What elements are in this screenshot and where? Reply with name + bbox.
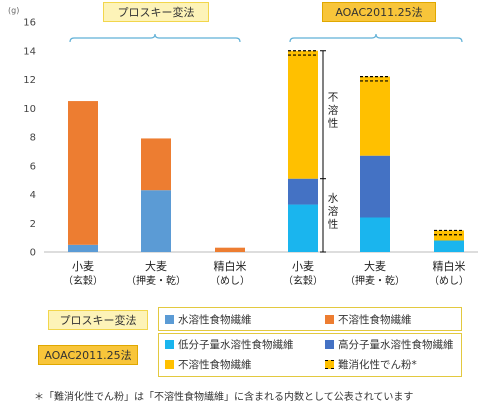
legend-label-low-mw: 低分子量水溶性食物繊維 [178,339,294,351]
y-axis-unit: (g) [8,6,20,15]
x-tick-label: 大麦 [145,259,167,273]
bar-segment [288,204,318,252]
x-tick-label: 大麦 [364,259,386,273]
legend-prosky-label: プロスキー変法 [48,310,148,330]
legend-item-insoluble: 不溶性食物繊維 [325,312,412,327]
bracket-label-soluble-char: 溶 [328,204,339,217]
bar-segment [68,101,98,245]
bracket-label-insoluble-char: 溶 [328,104,339,117]
legend-swatch-high-mw [325,340,334,349]
x-tick-sublabel: （玄穀） [283,274,323,287]
legend-swatch-resistant [325,360,334,369]
x-tick-sublabel: （玄穀） [63,274,103,287]
bar-segment [434,230,464,241]
aoac-method-label: AOAC2011.25法 [322,2,436,22]
bracket-label-soluble-char: 性 [328,217,339,230]
bar-segment [288,178,318,205]
group-bracket [289,33,463,43]
y-tick-label: 16 [23,18,36,29]
legend-label-resistant: 難消化性でん粉* [338,359,417,371]
bar-segment [215,247,245,252]
legend-swatch-insoluble-aoac [165,360,174,369]
legend-item-high-mw: 高分子量水溶性食物繊維 [325,337,454,352]
y-tick-label: 12 [23,75,36,86]
x-tick-label: 小麦 [292,260,314,273]
legend-label-insoluble-aoac: 不溶性食物繊維 [178,359,252,371]
legend-label-soluble: 水溶性食物繊維 [178,314,252,326]
legend-item-resistant: 難消化性でん粉* [325,357,417,372]
bar-segment [360,217,390,252]
legend-swatch-soluble [165,315,174,324]
legend-swatch-low-mw [165,340,174,349]
bar-segment [434,240,464,252]
x-tick-label: 精白米 [433,259,466,273]
legend-item-low-mw: 低分子量水溶性食物繊維 [165,337,294,352]
y-tick-label: 6 [30,161,36,172]
bar-segment [288,50,318,179]
legend-label-insoluble: 不溶性食物繊維 [338,314,412,326]
bar-segment [360,155,390,218]
y-tick-label: 14 [23,46,36,57]
legend-swatch-insoluble [325,315,334,324]
footnote: ＊「難消化性でん粉」は「不溶性食物繊維」に含まれる内数として公表されています [34,392,414,403]
bracket-label-insoluble-char: 不 [328,92,339,104]
x-tick-sublabel: （めし） [429,275,469,287]
x-tick-sublabel: （押麦・乾） [345,274,405,287]
group-bracket [69,33,241,43]
bar-segment [141,138,171,191]
y-tick-label: 2 [30,219,36,230]
x-tick-sublabel: （押麦・乾） [126,274,186,287]
dietary-fiber-chart: 0246810121416小麦（玄穀）大麦（押麦・乾）精白米（めし）小麦（玄穀）… [23,18,478,287]
prosky-method-label: プロスキー変法 [103,2,209,22]
bracket-label-soluble-char: 水 [328,192,339,204]
x-tick-label: 小麦 [72,260,94,273]
legend-aoac-label: AOAC2011.25法 [38,345,138,365]
legend-item-soluble: 水溶性食物繊維 [165,312,252,327]
y-tick-label: 0 [30,248,36,259]
bar-segment [141,190,171,252]
legend-prosky-box [158,307,462,331]
legend-label-high-mw: 高分子量水溶性食物繊維 [338,339,454,351]
legend-aoac-box [158,333,462,377]
legend-item-insoluble-aoac: 不溶性食物繊維 [165,357,252,372]
y-tick-label: 10 [23,104,36,115]
y-tick-label: 8 [30,133,36,144]
bracket-label-insoluble-char: 性 [328,117,339,130]
bar-segment [360,76,390,156]
x-tick-label: 精白米 [214,259,247,273]
y-tick-label: 4 [30,190,36,201]
x-tick-sublabel: （めし） [210,275,250,287]
bar-segment [68,244,98,252]
